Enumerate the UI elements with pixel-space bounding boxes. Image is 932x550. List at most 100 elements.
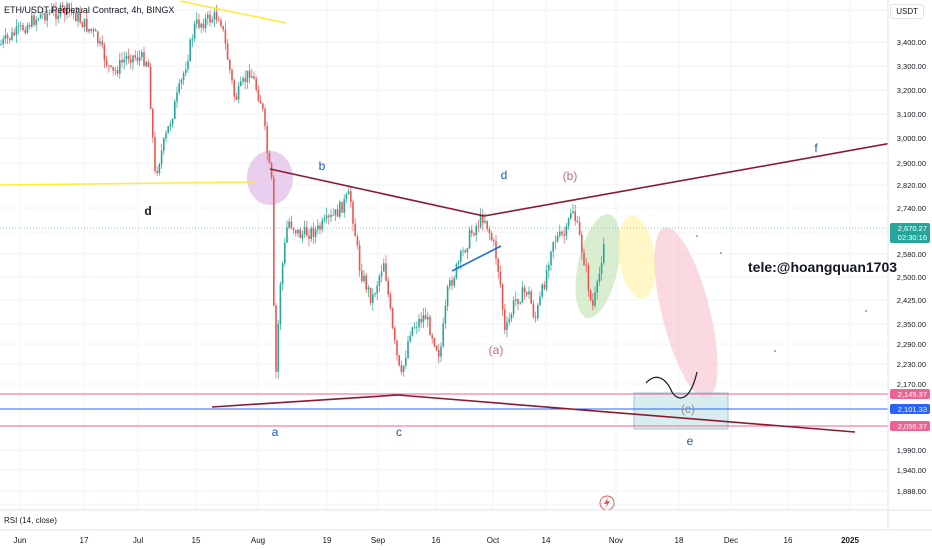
candle-body (418, 318, 420, 328)
candle-body (482, 214, 484, 223)
candle-body (42, 13, 44, 15)
candlestick-series (0, 0, 605, 379)
candle-body (220, 20, 222, 27)
wave-label-c: c (396, 425, 402, 439)
symbol-title[interactable]: ETH/USDT Perpetual Contract, 4h, BINGX (4, 5, 175, 15)
yellow-top-line (179, 0, 287, 24)
price-badge (890, 223, 930, 243)
candle-body (70, 9, 73, 11)
candle-body (88, 28, 90, 32)
candle-body (145, 62, 147, 66)
candle-body (0, 44, 2, 45)
candle-body (75, 13, 77, 22)
marker-dot (720, 252, 722, 254)
time-tick-label: 16 (784, 536, 793, 545)
candle-body (471, 229, 473, 234)
price-tick-label: 2,425.00 (897, 296, 926, 305)
candle-body (130, 59, 132, 63)
candle-body (149, 66, 152, 110)
candle-body (363, 275, 365, 282)
candle-body (17, 25, 20, 27)
candle-body (127, 55, 130, 60)
candle-body (257, 89, 260, 101)
candle-body (550, 251, 552, 266)
rsi-indicator-label[interactable]: RSI (14, close) (4, 516, 57, 525)
candle-body (420, 318, 422, 323)
candle-body (138, 57, 141, 61)
candle-body (94, 29, 97, 32)
candle-body (121, 59, 123, 63)
candle-body (523, 287, 526, 293)
candle-body (603, 243, 605, 263)
green-highlight-ellipse (575, 213, 621, 319)
candle-body (451, 280, 453, 286)
candle-body (132, 55, 134, 63)
lower-trendline-a-c (211, 394, 399, 408)
candle-body (198, 19, 200, 28)
blue-channel-line (451, 245, 502, 272)
upper-trendline-b-d (269, 168, 485, 217)
candle-body (431, 335, 433, 339)
candle-body (521, 287, 524, 303)
time-tick-label: 2025 (841, 536, 859, 545)
candle-body (53, 9, 55, 11)
wave-label-b-paren: (b) (562, 169, 578, 183)
candle-body (308, 235, 310, 240)
price-badge-value: 2,145.37 (898, 390, 927, 399)
candle-body (328, 215, 330, 217)
candle-body (354, 223, 356, 237)
candle-body (156, 171, 158, 174)
candle-body (372, 294, 374, 303)
price-badge (890, 421, 930, 431)
candle-body (578, 222, 581, 235)
marker-dot (865, 310, 867, 312)
candle-body (303, 226, 306, 235)
candle-body (114, 69, 117, 71)
time-axis-ticks: Jun 17 Jul 15 Aug 19 Sep 16 Oct 14 Nov 18 Dec 16 2025 (14, 536, 860, 545)
candle-body (169, 124, 172, 127)
candle-body (262, 103, 264, 109)
candle-body (281, 263, 284, 285)
candle-body (570, 213, 572, 219)
candle-body (37, 18, 40, 20)
price-tick-label: 1,888.00 (897, 487, 926, 496)
candle-body (143, 52, 145, 66)
candle-body (125, 55, 128, 60)
candle-body (229, 59, 231, 71)
price-badge-value: 2,101.33 (898, 405, 927, 414)
currency-button[interactable]: USDT (890, 4, 924, 19)
candle-body (266, 126, 268, 154)
candle-body (466, 248, 469, 253)
candle-body (4, 35, 7, 40)
candle-body (462, 250, 464, 252)
target-zone-box (633, 392, 729, 430)
candle-body (44, 13, 46, 21)
candle-body (361, 270, 363, 282)
candle-body (369, 287, 372, 303)
candle-body (72, 10, 75, 14)
yellow-support-line (0, 181, 257, 186)
lightning-icon[interactable] (599, 495, 615, 511)
yellow-highlight-ellipse (618, 215, 656, 299)
candle-body (110, 65, 112, 67)
candle-body (112, 66, 114, 71)
candle-body (468, 229, 471, 249)
price-axis-panel[interactable] (888, 0, 932, 530)
candle-body (288, 221, 290, 228)
candle-body (218, 19, 220, 21)
candle-body (376, 285, 378, 294)
price-tick-label: 3,400.00 (897, 38, 926, 47)
price-tick-label: 2,900.00 (897, 159, 926, 168)
candle-body (332, 214, 334, 216)
price-tick-label: 2,580.00 (897, 250, 926, 259)
candle-body (561, 231, 563, 235)
candle-body (268, 153, 271, 164)
candle-body (477, 226, 480, 228)
candle-body (341, 201, 343, 213)
candle-body (539, 296, 541, 306)
candle-body (378, 276, 381, 286)
candle-body (416, 327, 418, 329)
candle-body (207, 14, 209, 19)
candle-body (248, 70, 251, 78)
